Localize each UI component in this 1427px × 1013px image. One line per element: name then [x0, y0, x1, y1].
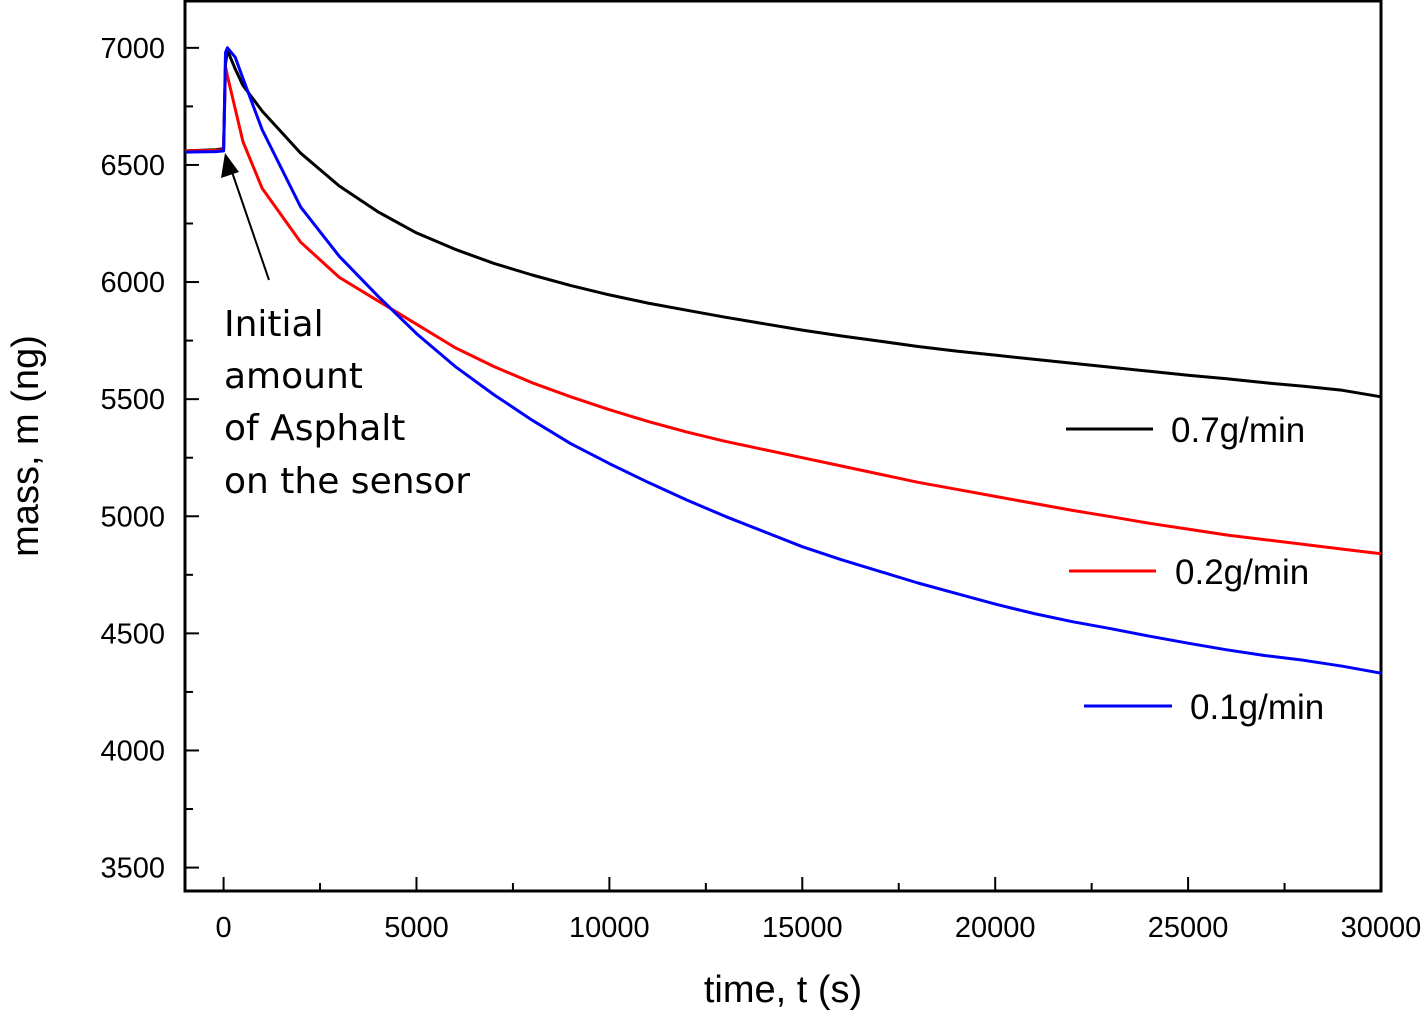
x-axis-title: time, t (s) — [704, 969, 862, 1011]
annotation-arrow — [231, 171, 270, 281]
x-tick-label-15000: 15000 — [762, 912, 843, 944]
y-axis-ticks: 3500 4000 4500 5000 5500 6000 6500 7000 — [100, 33, 199, 885]
annotation-line-3: of Asphalt — [224, 408, 405, 449]
annotation: Initial amount of Asphalt on the sensor — [221, 153, 470, 502]
x-tick-label-25000: 25000 — [1148, 912, 1229, 944]
x-tick-label-5000: 5000 — [384, 912, 449, 944]
y-tick-label-6500: 6500 — [100, 150, 165, 182]
annotation-line-2: amount — [224, 356, 363, 397]
data-series — [184, 46, 1382, 675]
y-tick-label-6000: 6000 — [100, 267, 165, 299]
series-line-0-2g-min — [184, 65, 1382, 556]
series-line-0-7g-min — [184, 48, 1382, 399]
legend-label-0-1g-min: 0.1g/min — [1190, 688, 1324, 727]
plot-frame — [183, 0, 1383, 893]
x-tick-label-0: 0 — [216, 912, 232, 944]
annotation-line-4: on the sensor — [224, 461, 470, 502]
legend-label-0-7g-min: 0.7g/min — [1171, 411, 1305, 450]
legend: 0.7g/min 0.2g/min 0.1g/min — [1066, 411, 1324, 727]
y-tick-label-4500: 4500 — [100, 618, 165, 650]
series-line-0-1g-min — [184, 46, 1382, 675]
x-tick-label-10000: 10000 — [569, 912, 650, 944]
y-tick-label-7000: 7000 — [100, 33, 165, 65]
y-axis-title: mass, m (ng) — [5, 335, 47, 557]
annotation-line-1: Initial — [224, 304, 324, 345]
y-tick-label-4000: 4000 — [100, 735, 165, 767]
annotation-arrowhead — [221, 153, 239, 178]
x-axis-ticks: 0 5000 10000 15000 20000 25000 30000 — [216, 877, 1422, 944]
x-tick-label-20000: 20000 — [955, 912, 1036, 944]
y-tick-label-3500: 3500 — [100, 853, 165, 885]
x-tick-label-30000: 30000 — [1341, 912, 1422, 944]
y-tick-label-5000: 5000 — [100, 501, 165, 533]
legend-label-0-2g-min: 0.2g/min — [1175, 553, 1309, 592]
y-tick-label-5500: 5500 — [100, 384, 165, 416]
